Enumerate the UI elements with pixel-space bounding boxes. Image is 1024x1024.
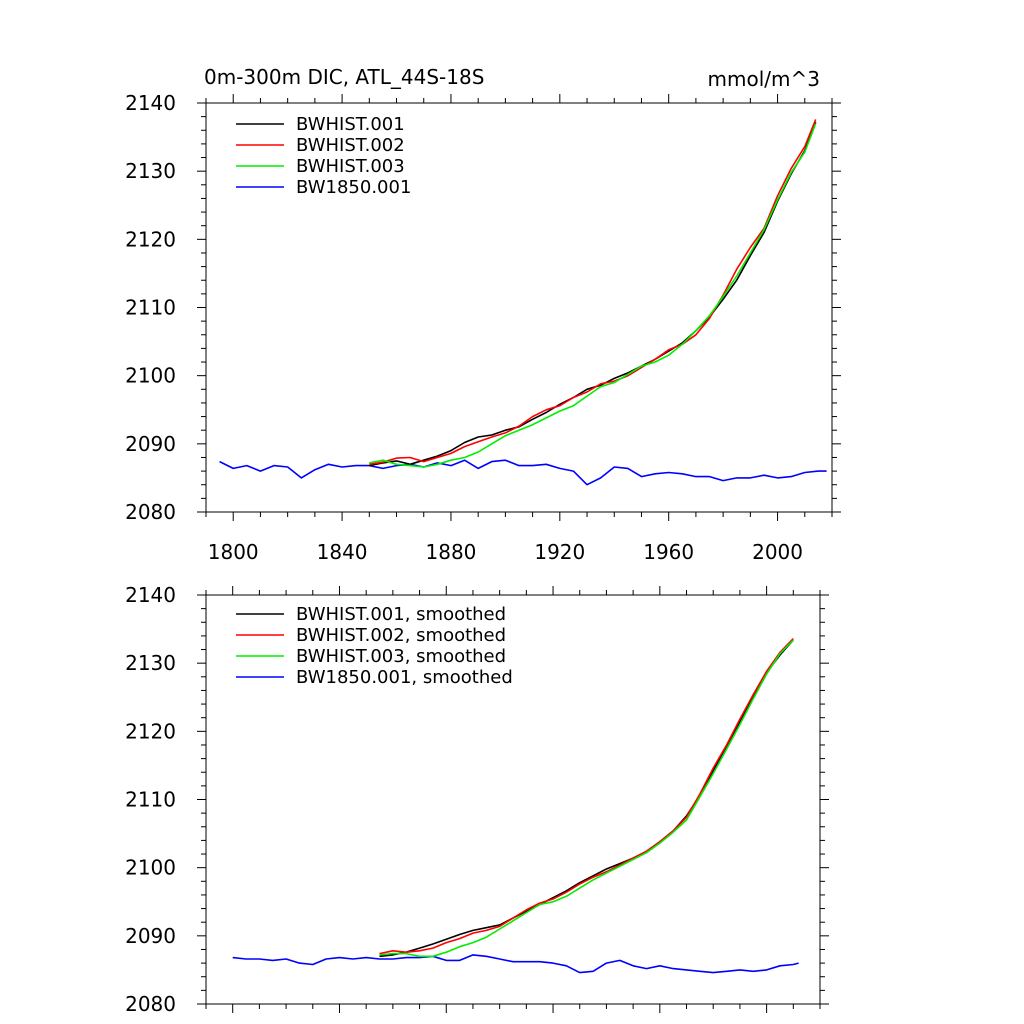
series-line-bwhist-003-smoothed (379, 639, 794, 958)
legend-entry: BWHIST.002, smoothed (296, 625, 506, 646)
legend-entry: BW1850.001 (296, 177, 411, 198)
y-tick-label: 2100 (125, 364, 176, 388)
x-tick-label: 1800 (208, 540, 259, 564)
legend-entry: BWHIST.001, smoothed (296, 604, 506, 625)
bottom-panel: 2080 2090 2100 2110 2120 2130 2140 BWHIST.001, … (125, 583, 829, 1016)
legend-entry: BWHIST.003, smoothed (296, 646, 506, 667)
x-tick-label: 2000 (752, 540, 803, 564)
y-tick-label: 2090 (125, 432, 176, 456)
series-line-bwhist-002 (369, 119, 817, 466)
chart-title: 0m-300m DIC, ATL_44S-18S (204, 65, 484, 89)
series-line-bw1850-001-smoothed (232, 954, 799, 974)
y-tick-label: 2110 (125, 788, 176, 812)
y-tick-label: 2100 (125, 856, 176, 880)
top-panel: 2080 2090 2100 2110 2120 2130 2140 1800 1840 1880… (125, 65, 841, 564)
y-tick-label: 2130 (125, 651, 176, 675)
y-tick-label: 2090 (125, 924, 176, 948)
units-label: mmol/m^3 (708, 67, 820, 91)
y-tick-label: 2120 (125, 227, 176, 251)
y-tick-label: 2140 (125, 583, 176, 607)
series-line-bwhist-003 (369, 123, 817, 468)
legend-entry: BWHIST.003 (296, 156, 405, 177)
x-tick-label: 1960 (643, 540, 694, 564)
y-tick-label: 2120 (125, 719, 176, 743)
y-tick-label: 2110 (125, 296, 176, 320)
y-tick-label: 2130 (125, 159, 176, 183)
x-tick-label: 1920 (534, 540, 585, 564)
legend-entry: BW1850.001, smoothed (296, 667, 513, 688)
y-tick-label: 2080 (125, 992, 176, 1016)
series-line-bwhist-001 (369, 121, 817, 467)
series-line-bwhist-002-smoothed (379, 638, 794, 955)
y-tick-label: 2080 (125, 500, 176, 524)
legend-entry: BWHIST.001 (296, 114, 405, 135)
y-tick-label: 2140 (125, 91, 176, 115)
series-line-bw1850-001 (219, 459, 827, 486)
x-tick-label: 1840 (317, 540, 368, 564)
legend-entry: BWHIST.002 (296, 135, 405, 156)
x-tick-label: 1880 (426, 540, 477, 564)
